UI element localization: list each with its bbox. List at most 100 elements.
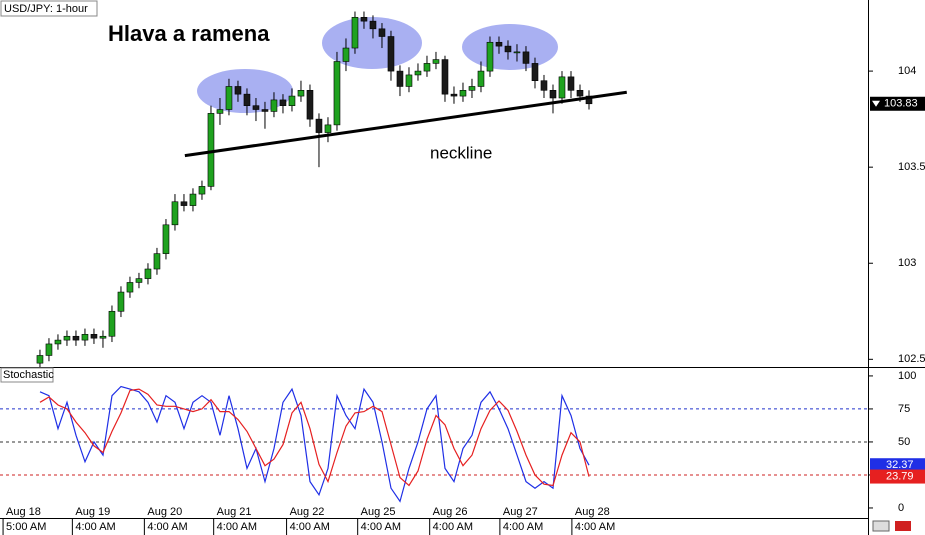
candle-body [495,41,503,47]
x-tick-time: 4:00 AM [290,521,330,533]
indicator-box [0,367,54,383]
symbol-label: USD/JPY: 1-hour [4,3,88,15]
candle-body [468,86,476,91]
x-tick-time: 4:00 AM [217,521,257,533]
candle-body [261,109,269,112]
x-tick-time: 4:00 AM [433,521,473,533]
indicator-label: Stochastic [3,369,54,381]
x-tick-label: Aug 25 [361,506,396,518]
y-tick-label: 75 [898,403,910,415]
candle-body [144,268,152,279]
candle-body [405,74,413,87]
neckline [184,90,628,158]
candle-body [387,36,395,72]
stochastic-line [39,385,590,503]
symbol-box [0,0,98,17]
candle-body [36,355,44,364]
candle-body [126,282,134,293]
link-icon[interactable] [872,520,890,532]
x-tick-label: Aug 26 [433,506,468,518]
y-tick-label: 102.50 [898,353,925,365]
candle-body [441,59,449,95]
chart-title: Hlava a ramena [108,21,270,46]
candle-body [333,61,341,126]
candle-body [72,335,80,341]
candle-body [198,186,206,195]
value-tag [870,458,925,473]
price-tag [870,96,925,111]
candle-body [432,59,440,64]
x-tick-time: 5:00 AM [6,521,46,533]
candle-body [225,86,233,110]
candle-body [216,109,224,114]
candle-body [189,193,197,206]
x-tick-time: 4:00 AM [575,521,615,533]
candle-body [576,90,584,97]
candle-body [378,28,386,37]
y-tick-label: 0 [898,502,904,514]
x-tick-time: 4:00 AM [75,521,115,533]
stochastic-line [39,388,590,487]
candle-body [558,76,566,99]
candle-body [45,343,53,356]
candle-body [369,20,377,30]
candle-body [81,334,89,341]
candle-body [117,291,125,312]
y-tick-label: 104 [898,65,916,77]
x-tick-label: Aug 18 [6,506,41,518]
candle-body [513,51,521,54]
candle-body [531,63,539,82]
candle-body [414,70,422,76]
scroll-icon[interactable] [895,521,911,531]
candle-body [567,76,575,91]
x-tick-label: Aug 19 [75,506,110,518]
candle-body [207,113,215,187]
candle-body [459,90,467,97]
x-tick-time: 4:00 AM [503,521,543,533]
candle-body [315,118,323,133]
candle-body [153,253,161,270]
x-tick-label: Aug 22 [290,506,325,518]
y-tick-label: 103 [898,257,916,269]
candle-body [477,70,485,87]
candle-body [252,105,260,110]
candle-body [540,80,548,91]
candle-body [171,201,179,226]
candle-body [297,90,305,97]
candle-body [162,224,170,254]
candle-body [450,93,458,97]
candle-body [63,335,71,341]
candle-body [351,16,359,49]
y-tick-label: 100 [898,370,916,382]
candle-body [504,45,512,53]
candle-body [270,99,278,112]
candle-body [585,95,593,105]
candle-body [279,99,287,106]
candle-body [234,86,242,95]
y-tick-label: 103.50 [898,161,925,173]
value-tag-label: 32.37 [886,459,914,471]
neckline-label: neckline [430,143,492,162]
candle-body [108,310,116,337]
y-tick-label: 50 [898,436,910,448]
candle-body [243,93,251,106]
candle-body [342,47,350,62]
candle-body [306,90,314,120]
candle-body [522,51,530,64]
candle-body [54,339,62,345]
candle-body [288,95,296,106]
x-tick-label: Aug 27 [503,506,538,518]
plot-layer [0,11,868,503]
candle-body [135,278,143,283]
x-tick-label: Aug 28 [575,506,610,518]
left-shoulder-highlight [197,69,293,113]
price-tag-label: 103.83 [884,98,918,110]
candle-body [180,201,188,206]
candle-body [423,63,431,72]
candle-body [549,90,557,99]
candle-body [99,335,107,339]
x-tick-label: Aug 21 [217,506,252,518]
candle-body [90,334,98,339]
x-tick-label: Aug 20 [147,506,182,518]
